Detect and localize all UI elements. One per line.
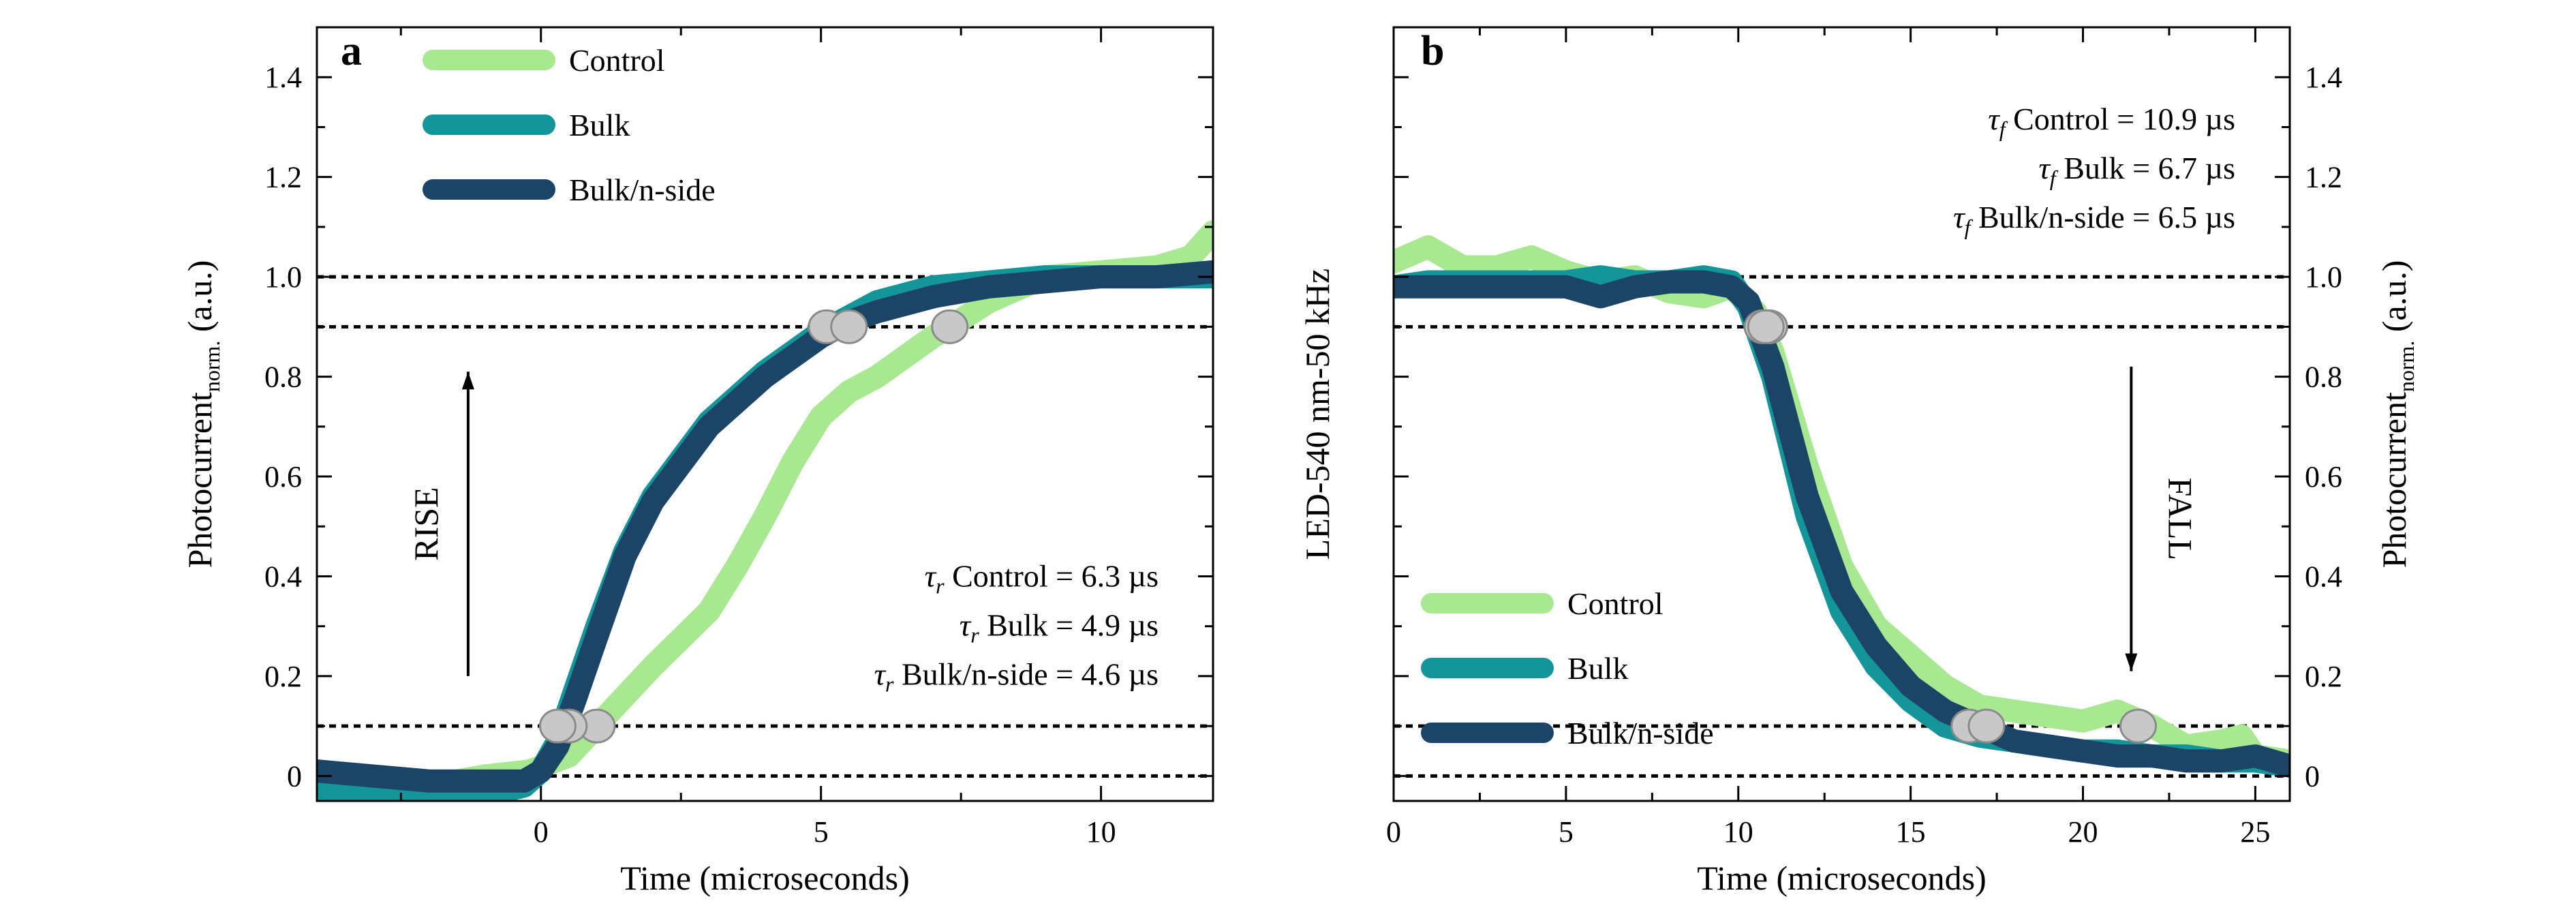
y-axis-title-main: LED-540 nm-50 kHz xyxy=(1298,269,1336,560)
tau-value: Bulk = 4.9 µs xyxy=(979,607,1159,642)
threshold-marker xyxy=(830,309,868,344)
x-axis-title: Time (microseconds) xyxy=(620,859,910,897)
tau-annotation: τr Bulk/n-side = 4.6 µs xyxy=(874,656,1159,696)
threshold-marker xyxy=(538,708,577,744)
arrow-label: FALL xyxy=(2161,478,2199,560)
legend-label: Control xyxy=(569,43,665,78)
threshold-marker xyxy=(2119,708,2157,744)
tau-value: Bulk/n-side = 6.5 µs xyxy=(1970,200,2235,234)
x-tick-label: 5 xyxy=(814,815,829,849)
tau-value: Control = 10.9 µs xyxy=(2006,102,2235,136)
panel-b: 0 0.2 0.4 0.6 0.8 1.0 1.2 1.4 0 5 10 15 20 25 Time (mi… xyxy=(1298,26,2419,897)
y-axis-title: LED-540 nm-50 kHz xyxy=(1298,269,1336,560)
legend-label: Bulk xyxy=(1567,651,1628,686)
tau-symbol: τ xyxy=(1988,102,2000,136)
y-axis-title-sub: norm. xyxy=(200,341,224,393)
y-tick-label: 1.0 xyxy=(264,260,302,294)
x-tick-label: 15 xyxy=(1896,815,1926,849)
tau-annotation: τf Bulk/n-side = 6.5 µs xyxy=(1953,200,2235,239)
legend: Control Bulk Bulk/n-side xyxy=(423,43,716,207)
y-tick-label: 0 xyxy=(287,759,302,793)
tau-symbol: τ xyxy=(1953,200,1965,234)
arrow-head xyxy=(2125,653,2138,671)
y-tick-label: 0.4 xyxy=(264,560,302,593)
y-tick-label: 0.4 xyxy=(2305,560,2342,593)
x-tick-label: 5 xyxy=(1559,815,1574,849)
y-tick-label: 0.8 xyxy=(2305,361,2342,394)
x-tick-label: 10 xyxy=(1723,815,1753,849)
y-axis-title-main: Photocurrent xyxy=(181,392,219,568)
y-tick-label: 0.6 xyxy=(2305,460,2342,494)
tau-symbol: τ xyxy=(874,656,887,691)
y-tick-label: 0.6 xyxy=(264,460,302,494)
y-tick-label: 1.2 xyxy=(2305,161,2342,194)
legend-label: Bulk xyxy=(569,108,630,142)
y-axis-title: Photocurrentnorm. (a.u.) xyxy=(181,260,224,568)
series-line-bulk-n-side xyxy=(1394,270,2290,778)
legend-label: Bulk/n-side xyxy=(1567,716,1714,750)
plot-frame xyxy=(1392,26,2291,802)
tau-annotation: τr Control = 6.3 µs xyxy=(925,558,1159,598)
arrow-label: RISE xyxy=(407,487,445,560)
y-axis-title-unit: (a.u.) xyxy=(181,260,219,341)
series-line-bulk-n-side xyxy=(317,260,1213,793)
tau-subscript: r xyxy=(885,671,894,696)
tau-symbol: τ xyxy=(925,558,937,593)
legend: Control Bulk Bulk/n-side xyxy=(1421,586,1714,750)
x-tick-label: 0 xyxy=(1386,815,1401,849)
plot-frame xyxy=(316,26,1214,802)
x-axis-title: Time (microseconds) xyxy=(1697,859,1987,897)
panel-letter: b xyxy=(1421,28,1444,74)
panel-letter: a xyxy=(341,28,362,74)
panel-a: 0 0.2 0.4 0.6 0.8 1.0 1.2 1.4 0 5 10 Time (microsec… xyxy=(181,26,1214,897)
x-tick-label: 20 xyxy=(2068,815,2098,849)
plot-area xyxy=(317,220,1213,801)
y-tick-label: 0.2 xyxy=(264,660,302,693)
x-tick-label: 10 xyxy=(1086,815,1116,849)
series-line-control xyxy=(317,220,1213,798)
tau-annotation: τf Bulk = 6.7 µs xyxy=(2038,151,2235,190)
y-tick-label: 1.0 xyxy=(2305,260,2342,294)
threshold-marker xyxy=(931,309,969,344)
series-line-control xyxy=(1394,235,2290,773)
y-tick-label: 0 xyxy=(2305,759,2320,793)
y-axis-title-unit: (a.u.) xyxy=(2375,260,2413,341)
y-tick-label: 1.4 xyxy=(2305,61,2342,94)
y-tick-label: 0.8 xyxy=(264,361,302,394)
legend-label: Control xyxy=(1567,586,1663,621)
y-tick-label: 0.2 xyxy=(2305,660,2342,693)
series-line-bulk xyxy=(1394,265,2290,778)
tau-annotation: τf Control = 10.9 µs xyxy=(1988,102,2235,141)
x-tick-label: 25 xyxy=(2240,815,2270,849)
threshold-marker xyxy=(1967,708,2006,744)
tau-symbol: τ xyxy=(2038,151,2051,185)
threshold-marker xyxy=(1747,309,1785,344)
y-axis-title: Photocurrentnorm. (a.u.) xyxy=(2375,260,2419,568)
plot-area xyxy=(1394,235,2290,778)
tau-annotations: τf Control = 10.9 µs τf Bulk = 6.7 µs τf B… xyxy=(1953,102,2235,239)
tau-value: Bulk = 6.7 µs xyxy=(2056,151,2235,185)
tau-value: Bulk/n-side = 4.6 µs xyxy=(893,656,1159,691)
y-axis-title-main: Photocurrent xyxy=(2375,392,2413,568)
y-tick-label: 1.4 xyxy=(264,61,302,94)
legend-label: Bulk/n-side xyxy=(569,172,716,207)
tau-value: Control = 6.3 µs xyxy=(945,558,1159,593)
tau-subscript: r xyxy=(970,622,979,647)
tau-annotation: τr Bulk = 4.9 µs xyxy=(960,607,1159,647)
x-tick-label: 0 xyxy=(534,815,549,849)
arrow-head xyxy=(461,371,474,390)
y-tick-label: 1.2 xyxy=(264,161,302,194)
tau-symbol: τ xyxy=(960,607,972,642)
y-axis-title-sub: norm. xyxy=(2394,341,2419,393)
tau-subscript: r xyxy=(936,573,945,598)
